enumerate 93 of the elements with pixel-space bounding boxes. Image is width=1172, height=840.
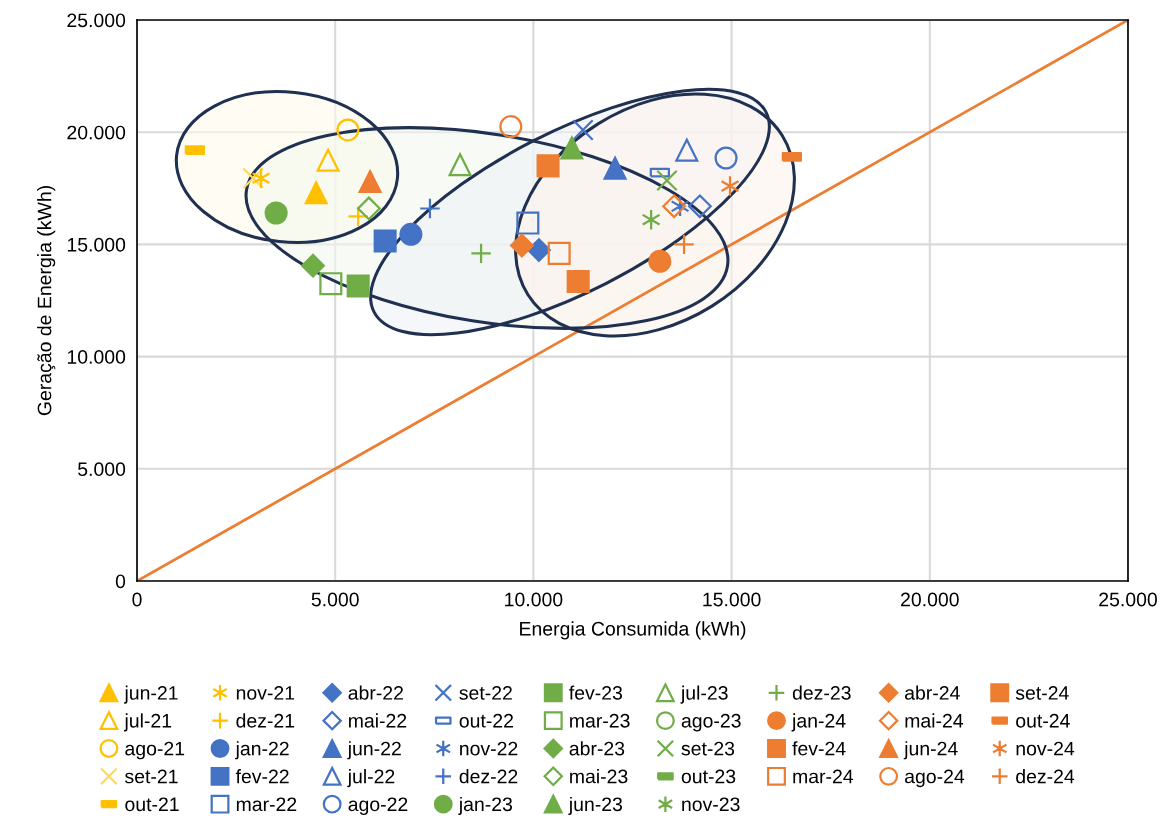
x-tick-label: 20.000 bbox=[901, 592, 959, 607]
point bbox=[499, 115, 523, 139]
y-tick-label: 5.000 bbox=[78, 462, 126, 477]
x-tick-label: 25.000 bbox=[1099, 592, 1157, 607]
point bbox=[448, 153, 472, 177]
legend-label: jan-24 bbox=[791, 713, 846, 732]
x-tick-label: 10.000 bbox=[505, 592, 563, 607]
point bbox=[373, 229, 397, 253]
point bbox=[527, 238, 551, 262]
point bbox=[720, 175, 740, 197]
legend-label: abr-22 bbox=[348, 685, 403, 700]
legend-label: dez-21 bbox=[236, 713, 295, 728]
legend-label: nov-23 bbox=[682, 797, 740, 812]
legend-label: jun-22 bbox=[347, 741, 401, 760]
point bbox=[572, 119, 594, 141]
legend-label: jan-22 bbox=[235, 741, 289, 760]
point bbox=[251, 167, 271, 190]
point bbox=[319, 272, 343, 296]
legend-label: jun-21 bbox=[124, 685, 178, 704]
x-tick-label: 0 bbox=[132, 592, 142, 607]
y-tick-label: 10.000 bbox=[67, 350, 126, 364]
legend-label: out-24 bbox=[1016, 713, 1070, 728]
legend-label: mai-24 bbox=[905, 713, 964, 728]
legend-label: out-22 bbox=[459, 713, 513, 728]
legend-label: ago-21 bbox=[125, 741, 185, 760]
point bbox=[304, 181, 328, 205]
x-tick-label: 5.000 bbox=[311, 592, 359, 607]
point bbox=[399, 222, 423, 246]
legend-label: set-23 bbox=[681, 741, 735, 756]
point bbox=[316, 148, 340, 172]
legend-label: dez-24 bbox=[1016, 769, 1075, 784]
x-tick-label: 15.000 bbox=[703, 592, 761, 607]
legend-label: jul-23 bbox=[680, 685, 728, 704]
legend-label: jul-22 bbox=[347, 769, 395, 788]
point bbox=[356, 196, 381, 221]
point bbox=[536, 154, 560, 178]
y-axis-title: Geração de Energia (kWh) bbox=[37, 186, 56, 416]
point bbox=[641, 208, 661, 231]
point bbox=[516, 211, 540, 235]
point bbox=[566, 269, 590, 293]
legend-label: dez-22 bbox=[459, 769, 518, 784]
point bbox=[714, 146, 738, 170]
legend-label: mar-22 bbox=[236, 797, 297, 812]
legend-label: ago-22 bbox=[348, 797, 408, 816]
point bbox=[301, 253, 325, 278]
legend-label: nov-21 bbox=[236, 686, 295, 700]
legend-label: mar-24 bbox=[793, 769, 854, 784]
point bbox=[603, 156, 627, 180]
point bbox=[687, 194, 712, 219]
legend-label: set-24 bbox=[1015, 686, 1069, 700]
point bbox=[648, 249, 672, 273]
point bbox=[419, 197, 441, 220]
point bbox=[656, 169, 678, 192]
point bbox=[560, 136, 584, 160]
legend-label: mar-23 bbox=[570, 713, 630, 728]
point bbox=[470, 242, 492, 265]
legend-label: fev-24 bbox=[792, 741, 846, 756]
legend-label: out-21 bbox=[125, 797, 179, 812]
point bbox=[675, 138, 699, 162]
legend-label: out-23 bbox=[681, 769, 736, 784]
y-tick-label: 15.000 bbox=[67, 237, 126, 252]
point bbox=[242, 167, 264, 190]
legend-label: jun-24 bbox=[903, 741, 958, 760]
legend-label: mai-23 bbox=[570, 769, 628, 784]
point bbox=[346, 274, 370, 298]
legend-label: fev-23 bbox=[569, 685, 623, 700]
legend-label: abr-23 bbox=[569, 741, 625, 756]
legend-label: set-22 bbox=[459, 686, 512, 700]
legend-label: set-21 bbox=[125, 769, 178, 784]
point bbox=[662, 194, 687, 219]
legend-label: mai-22 bbox=[349, 713, 407, 728]
legend-label: fev-22 bbox=[235, 769, 289, 784]
legend-label: jun-23 bbox=[568, 796, 623, 816]
legend-label: ago-23 bbox=[681, 713, 741, 732]
legend-label: dez-23 bbox=[792, 685, 851, 700]
point bbox=[670, 195, 690, 218]
y-tick-label: 25.000 bbox=[67, 13, 126, 28]
y-tick-label: 20.000 bbox=[67, 125, 126, 140]
legend-label: jan-23 bbox=[458, 796, 513, 816]
point bbox=[547, 241, 571, 265]
point bbox=[509, 233, 534, 258]
legend-label: abr-24 bbox=[905, 685, 960, 700]
x-axis-title: Energia Consumida (kWh) bbox=[520, 621, 746, 640]
legend-label: jul-21 bbox=[124, 713, 172, 732]
y-tick-label: 0 bbox=[115, 574, 126, 589]
point bbox=[347, 205, 370, 228]
point bbox=[336, 118, 360, 142]
legend-label: ago-24 bbox=[905, 769, 965, 788]
legend-label: nov-22 bbox=[460, 741, 518, 756]
point bbox=[673, 233, 695, 256]
point bbox=[264, 201, 288, 225]
legend-label: nov-24 bbox=[1016, 741, 1075, 756]
point bbox=[358, 170, 382, 194]
